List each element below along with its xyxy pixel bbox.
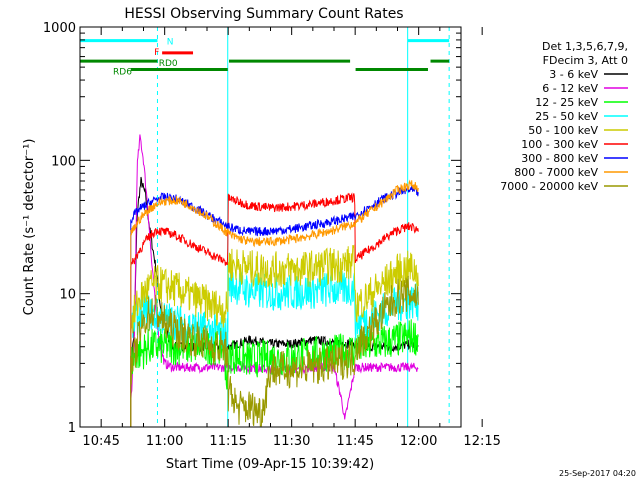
x-axis-label: Start Time (09-Apr-15 10:39:42) bbox=[166, 457, 374, 472]
status-label-n: N bbox=[167, 38, 174, 48]
x-tick-label-5: 12:00 bbox=[400, 434, 437, 449]
y-tick-label-3: 1000 bbox=[43, 21, 76, 36]
legend-entry-3: 25 - 50 keV bbox=[535, 110, 598, 123]
x-tick-label-4: 11:45 bbox=[336, 434, 373, 449]
x-tick-label-0: 10:45 bbox=[82, 434, 119, 449]
legend-entry-2: 12 - 25 keV bbox=[535, 96, 598, 109]
legend-entry-6: 300 - 800 keV bbox=[521, 152, 598, 165]
x-tick-label-1: 11:00 bbox=[146, 434, 183, 449]
legend-entry-7: 800 - 7000 keV bbox=[514, 166, 598, 179]
series-line-3 bbox=[130, 268, 419, 352]
legend-entry-0: 3 - 6 keV bbox=[549, 68, 598, 81]
axes: 10:45 11:00 11:15 11:30 11:45 12:00 12:15 1 10 10… bbox=[43, 21, 501, 449]
legend-entry-1: 6 - 12 keV bbox=[542, 82, 598, 95]
y-tick-label-2: 100 bbox=[51, 154, 76, 169]
y-axis-label-text: Count Rate (s⁻¹ detector⁻¹) bbox=[22, 139, 37, 316]
status-label-rd6: RD6 bbox=[113, 68, 132, 78]
series-line-7 bbox=[130, 179, 419, 248]
y-tick-label-0: 1 bbox=[68, 421, 76, 436]
series-line-1 bbox=[130, 134, 419, 420]
y-tick-label-1: 10 bbox=[59, 288, 76, 303]
legend: Det 1,3,5,6,7,9,FDecim 3, Att 03 - 6 keV… bbox=[500, 40, 628, 193]
chart-title: HESSI Observing Summary Count Rates bbox=[124, 6, 403, 22]
x-tick-label-6: 12:15 bbox=[463, 434, 500, 449]
status-label-rd0: RD0 bbox=[159, 59, 178, 69]
footer-date: 25-Sep-2017 04:20 bbox=[559, 469, 636, 478]
legend-entry-4: 50 - 100 keV bbox=[528, 124, 598, 137]
y-axis-label: Count Rate (s⁻¹ detector⁻¹) bbox=[22, 139, 37, 316]
series-line-8 bbox=[130, 275, 419, 427]
x-tick-label-3: 11:30 bbox=[273, 434, 310, 449]
x-tick-label-2: 11:15 bbox=[209, 434, 246, 449]
plot-area bbox=[80, 27, 450, 427]
legend-header-1: FDecim 3, Att 0 bbox=[543, 54, 628, 67]
legend-entry-8: 7000 - 20000 keV bbox=[500, 180, 598, 193]
legend-header-0: Det 1,3,5,6,7,9, bbox=[542, 40, 628, 53]
legend-entry-5: 100 - 300 keV bbox=[521, 138, 598, 151]
series-line-4 bbox=[130, 244, 419, 338]
series-line-5 bbox=[130, 192, 419, 268]
status-label-f: F bbox=[154, 48, 159, 58]
